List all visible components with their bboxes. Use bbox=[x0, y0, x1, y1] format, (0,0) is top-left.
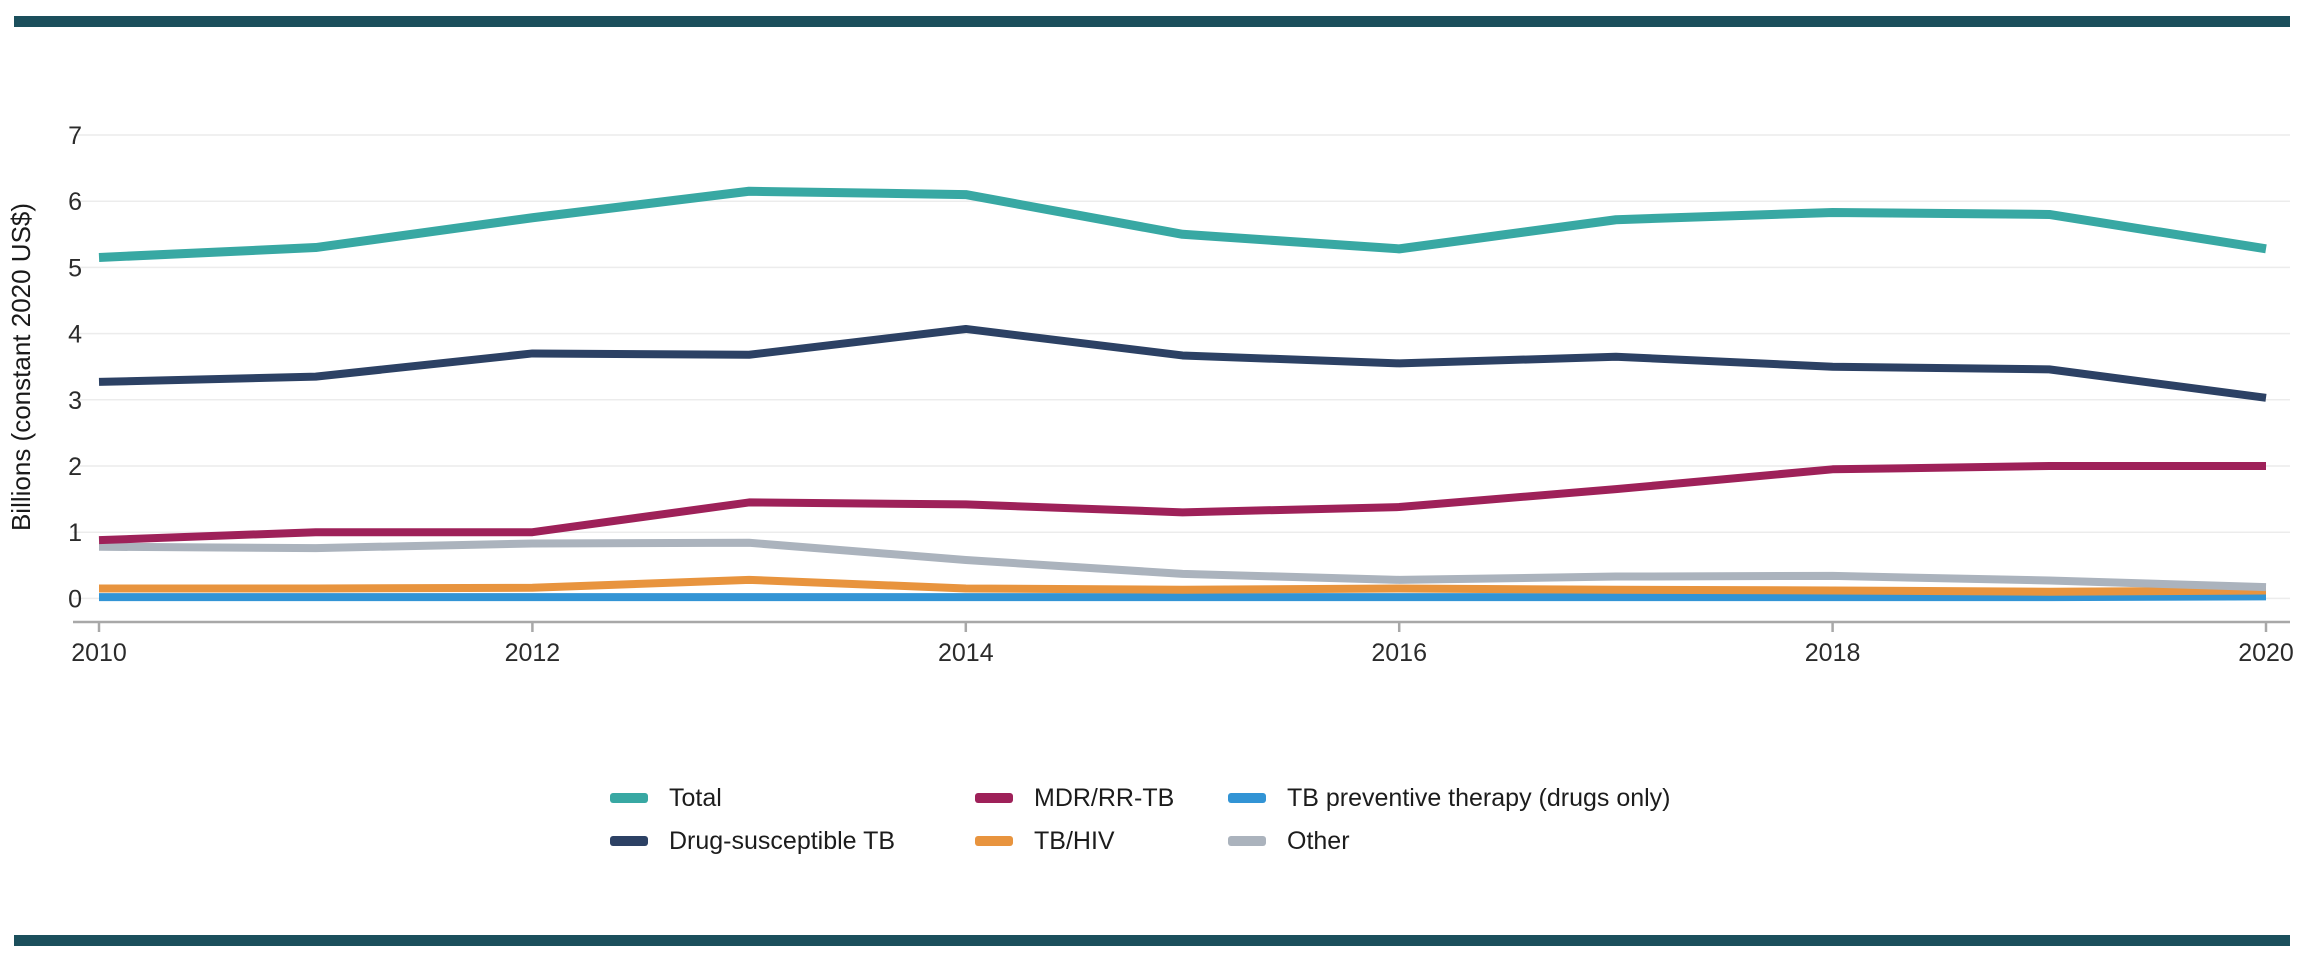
series-line-tb-preventive-therapy-drugs-only bbox=[99, 592, 2267, 602]
y-tick-label-2: 2 bbox=[68, 453, 82, 481]
y-tick-label-5: 5 bbox=[68, 254, 82, 282]
x-tick-label-2018: 2018 bbox=[1805, 639, 1861, 667]
y-tick-label-6: 6 bbox=[68, 188, 82, 216]
y-tick-label-0: 0 bbox=[68, 585, 82, 613]
series-line-tb-hiv bbox=[99, 575, 2267, 596]
y-tick-label-1: 1 bbox=[68, 519, 82, 547]
x-tick-label-2012: 2012 bbox=[505, 639, 561, 667]
figure-top-rule bbox=[14, 16, 2290, 27]
y-axis-title: Billions (constant 2020 US$) bbox=[6, 203, 36, 531]
y-tick-label-4: 4 bbox=[68, 321, 82, 349]
x-tick-label-2010: 2010 bbox=[71, 639, 127, 667]
y-tick-label-3: 3 bbox=[68, 387, 82, 415]
figure-bottom-rule bbox=[14, 935, 2290, 946]
x-tick-label-2014: 2014 bbox=[938, 639, 994, 667]
x-tick-label-2016: 2016 bbox=[1371, 639, 1427, 667]
y-tick-label-7: 7 bbox=[68, 122, 82, 150]
series-line-other bbox=[98, 538, 2267, 592]
series-line-mdr-rr-tb bbox=[98, 462, 2266, 545]
series-line-total bbox=[98, 186, 2267, 262]
series-line-drug-susceptible-tb bbox=[98, 324, 2267, 402]
x-tick-label-2020: 2020 bbox=[2238, 639, 2294, 667]
